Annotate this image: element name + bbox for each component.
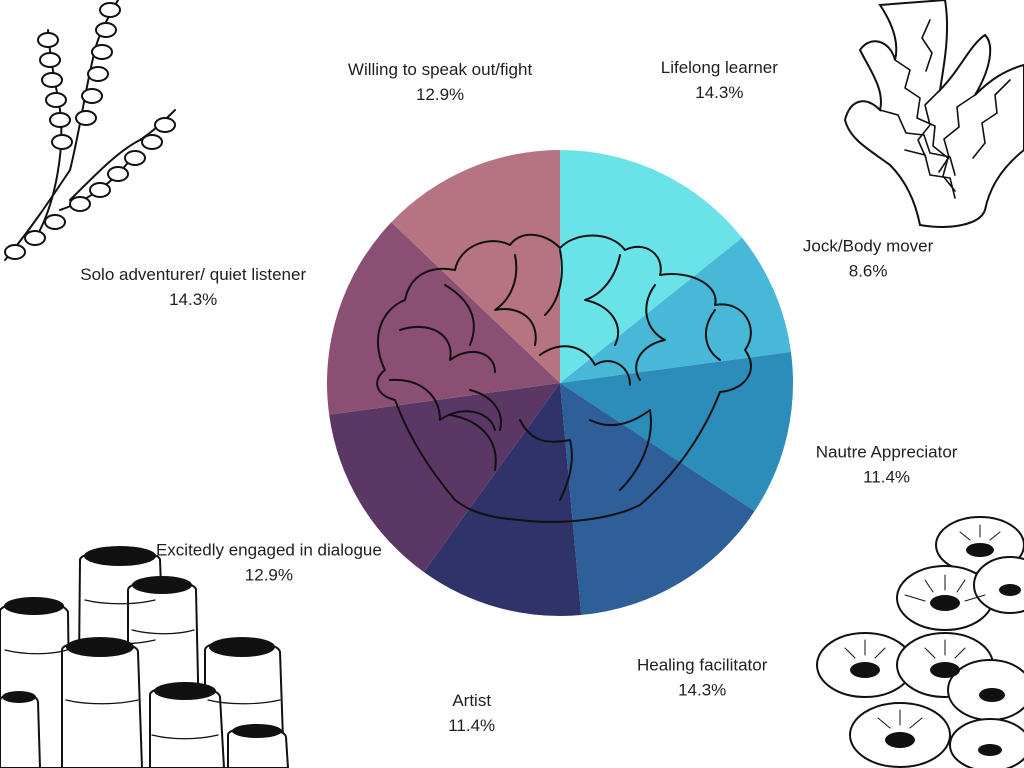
slice-value-label: 11.4% — [863, 468, 910, 487]
coral-branch-top-right-icon — [843, 0, 1024, 228]
slice-value-label: 14.3% — [678, 680, 726, 699]
anemone-bottom-right-icon — [816, 516, 1024, 768]
slice-value-label: 12.9% — [416, 85, 464, 104]
slice-value-label: 11.4% — [448, 716, 495, 735]
slice-value-label: 12.9% — [245, 566, 293, 585]
slice-value-label: 14.3% — [169, 290, 217, 309]
coral-center-icon — [376, 233, 752, 523]
pie-labels: Lifelong learner 14.3% Jock/Body mover 8.6%… — [80, 58, 958, 735]
pie-slice[interactable] — [329, 383, 560, 573]
slice-label: Excitedly engaged in dialogue — [156, 541, 382, 560]
slice-value-label: 8.6% — [849, 262, 888, 281]
pie-slices — [326, 150, 793, 616]
slice-label: Artist — [452, 691, 491, 710]
pie-slice[interactable] — [326, 222, 560, 415]
slice-value-label: 14.3% — [695, 83, 743, 102]
tube-sponge-bottom-left-icon — [0, 546, 290, 768]
pie-slice[interactable] — [560, 237, 791, 383]
pie-slice[interactable] — [560, 352, 793, 512]
slice-label: Willing to speak out/fight — [348, 60, 533, 79]
seaweed-top-left-icon — [4, 0, 176, 261]
slice-label: Nautre Appreciator — [816, 443, 958, 462]
pie-slice[interactable] — [423, 383, 582, 616]
slice-label: Healing facilitator — [637, 655, 768, 674]
slice-label: Lifelong learner — [661, 58, 779, 77]
pie-slice[interactable] — [560, 150, 743, 383]
pie-slice[interactable] — [391, 150, 560, 383]
slice-label: Jock/Body mover — [803, 237, 934, 256]
pie-slice[interactable] — [560, 383, 755, 616]
slice-label: Solo adventurer/ quiet listener — [80, 265, 306, 284]
